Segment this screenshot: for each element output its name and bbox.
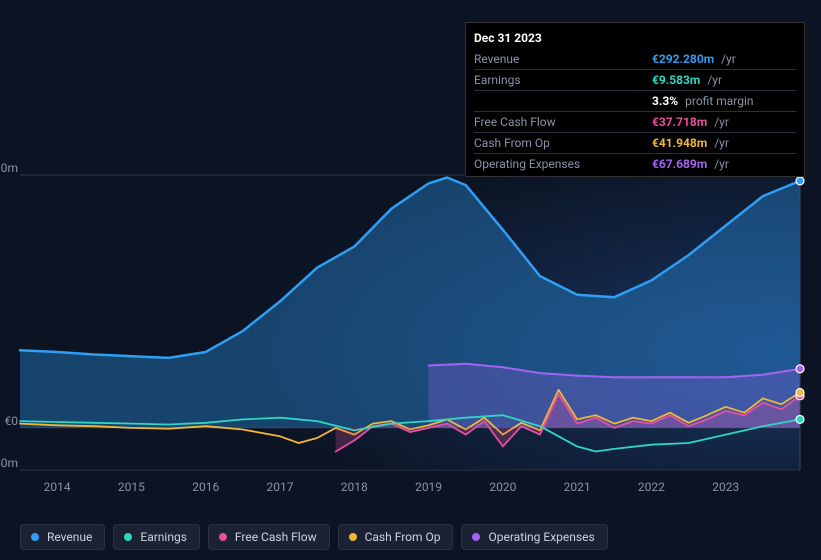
legend: Revenue Earnings Free Cash Flow Cash From O… bbox=[20, 524, 608, 550]
y-axis-label: -€50m bbox=[0, 456, 18, 470]
tooltip-label: Cash From Op bbox=[474, 133, 612, 154]
tooltip-unit: /yr bbox=[707, 115, 729, 129]
legend-dot-icon bbox=[349, 533, 357, 541]
tooltip-label: Revenue bbox=[474, 49, 612, 70]
tooltip-value: €41.948m bbox=[652, 136, 707, 150]
tooltip-value: €67.689m bbox=[652, 157, 707, 171]
x-axis-label: 2016 bbox=[192, 480, 219, 494]
series-marker-revenue bbox=[796, 177, 804, 185]
tooltip-value: 3.3% bbox=[652, 94, 678, 108]
series-marker-earnings bbox=[796, 415, 804, 423]
tooltip-row: Revenue€292.280m /yr bbox=[474, 49, 796, 70]
tooltip-unit: /yr bbox=[700, 73, 722, 87]
tooltip-label: Free Cash Flow bbox=[474, 112, 612, 133]
legend-item-revenue[interactable]: Revenue bbox=[20, 524, 105, 550]
legend-dot-icon bbox=[472, 533, 480, 541]
legend-label: Cash From Op bbox=[365, 530, 441, 544]
x-axis-label: 2015 bbox=[118, 480, 145, 494]
tooltip-value-cell: €9.583m /yr bbox=[612, 70, 796, 91]
legend-item-earnings[interactable]: Earnings bbox=[113, 524, 200, 550]
tooltip-label: Earnings bbox=[474, 70, 612, 91]
legend-item-cash_from_op[interactable]: Cash From Op bbox=[338, 524, 454, 550]
x-axis-label: 2023 bbox=[712, 480, 739, 494]
series-marker-cash_from_op bbox=[796, 388, 804, 396]
legend-label: Earnings bbox=[140, 530, 187, 544]
x-axis-label: 2017 bbox=[267, 480, 294, 494]
x-axis-label: 2014 bbox=[44, 480, 71, 494]
tooltip-unit: profit margin bbox=[678, 94, 753, 108]
tooltip-row: Earnings€9.583m /yr bbox=[474, 70, 796, 91]
legend-label: Operating Expenses bbox=[488, 530, 594, 544]
legend-item-free_cash_flow[interactable]: Free Cash Flow bbox=[208, 524, 330, 550]
tooltip-value: €37.718m bbox=[652, 115, 707, 129]
legend-label: Revenue bbox=[47, 530, 92, 544]
tooltip-label: Operating Expenses bbox=[474, 154, 612, 175]
tooltip-label bbox=[474, 91, 612, 112]
tooltip-row: Operating Expenses€67.689m /yr bbox=[474, 154, 796, 175]
x-axis-label: 2022 bbox=[638, 480, 665, 494]
tooltip-value: €292.280m bbox=[652, 52, 714, 66]
tooltip-value-cell: 3.3% profit margin bbox=[612, 91, 796, 112]
x-axis-label: 2019 bbox=[415, 480, 442, 494]
tooltip-row: Free Cash Flow€37.718m /yr bbox=[474, 112, 796, 133]
legend-dot-icon bbox=[124, 533, 132, 541]
tooltip-row: 3.3% profit margin bbox=[474, 91, 796, 112]
tooltip-value-cell: €41.948m /yr bbox=[612, 133, 796, 154]
tooltip-value-cell: €67.689m /yr bbox=[612, 154, 796, 175]
legend-item-operating_expenses[interactable]: Operating Expenses bbox=[461, 524, 607, 550]
data-tooltip: Dec 31 2023 Revenue€292.280m /yrEarnings… bbox=[465, 22, 805, 177]
y-axis-label: €0 bbox=[0, 414, 18, 428]
tooltip-value: €9.583m bbox=[652, 73, 700, 87]
x-axis-label: 2018 bbox=[341, 480, 368, 494]
tooltip-unit: /yr bbox=[714, 52, 736, 66]
series-marker-operating_expenses bbox=[796, 365, 804, 373]
x-axis-label: 2021 bbox=[564, 480, 591, 494]
y-axis-label: €300m bbox=[0, 161, 18, 175]
tooltip-table: Revenue€292.280m /yrEarnings€9.583m /yr3… bbox=[474, 49, 796, 174]
tooltip-unit: /yr bbox=[707, 136, 729, 150]
legend-dot-icon bbox=[31, 533, 39, 541]
tooltip-unit: /yr bbox=[707, 157, 729, 171]
tooltip-value-cell: €37.718m /yr bbox=[612, 112, 796, 133]
x-axis-label: 2020 bbox=[489, 480, 516, 494]
legend-dot-icon bbox=[219, 533, 227, 541]
tooltip-row: Cash From Op€41.948m /yr bbox=[474, 133, 796, 154]
legend-label: Free Cash Flow bbox=[235, 530, 317, 544]
tooltip-value-cell: €292.280m /yr bbox=[612, 49, 796, 70]
tooltip-date: Dec 31 2023 bbox=[474, 29, 796, 49]
